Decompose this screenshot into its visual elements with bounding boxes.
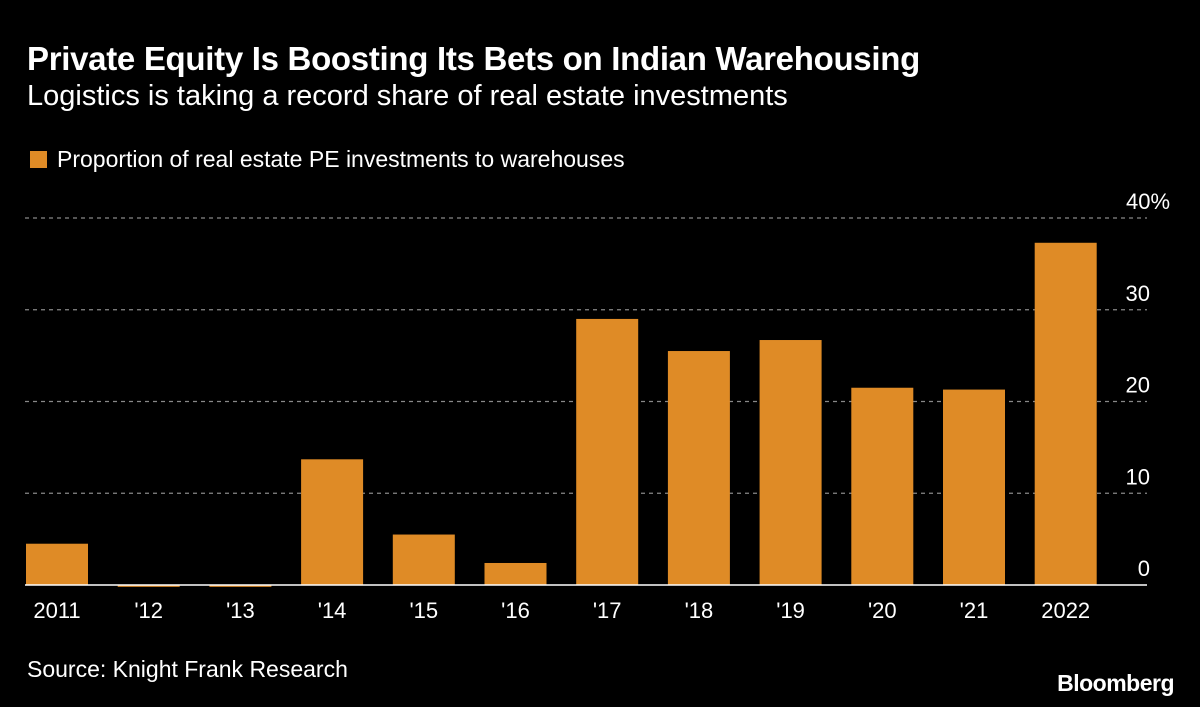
bar-2022 [1034,242,1097,585]
x-tick-label: '14 [318,598,347,623]
chart-subtitle: Logistics is taking a record share of re… [27,80,788,112]
bar-17 [576,318,639,585]
x-tick-label: '21 [960,598,989,623]
chart-title: Private Equity Is Boosting Its Bets on I… [27,40,920,77]
bar-13 [209,585,272,587]
x-tick-label: '15 [409,598,438,623]
x-tick-label: '12 [134,598,163,623]
y-tick-label: 40% [1126,189,1170,214]
bloomberg-logo: Bloomberg [1057,670,1174,696]
x-tick-label: 2022 [1041,598,1090,623]
bar-12 [117,585,180,587]
bar-18 [667,351,730,585]
x-tick-label: 2011 [33,598,80,623]
y-tick-label: 20 [1126,373,1150,398]
legend-label: Proportion of real estate PE investments… [57,146,625,172]
y-tick-label: 0 [1138,556,1150,581]
x-tick-label: '18 [685,598,714,623]
legend-swatch [30,151,47,168]
x-tick-label: '19 [776,598,805,623]
bar-20 [851,387,914,585]
bar-19 [759,340,822,585]
bar-16 [484,562,547,585]
bar-15 [392,534,455,585]
bar-2011 [26,543,88,585]
x-tick-label: '16 [501,598,530,623]
x-tick-label: '13 [226,598,255,623]
source-note: Source: Knight Frank Research [27,656,348,682]
x-tick-label: '17 [593,598,622,623]
legend: Proportion of real estate PE investments… [30,146,625,173]
y-tick-label: 10 [1126,464,1150,489]
x-tick-label: '20 [868,598,897,623]
bar-21 [943,389,1005,585]
bar-14 [301,459,364,585]
y-tick-label: 30 [1126,281,1150,306]
